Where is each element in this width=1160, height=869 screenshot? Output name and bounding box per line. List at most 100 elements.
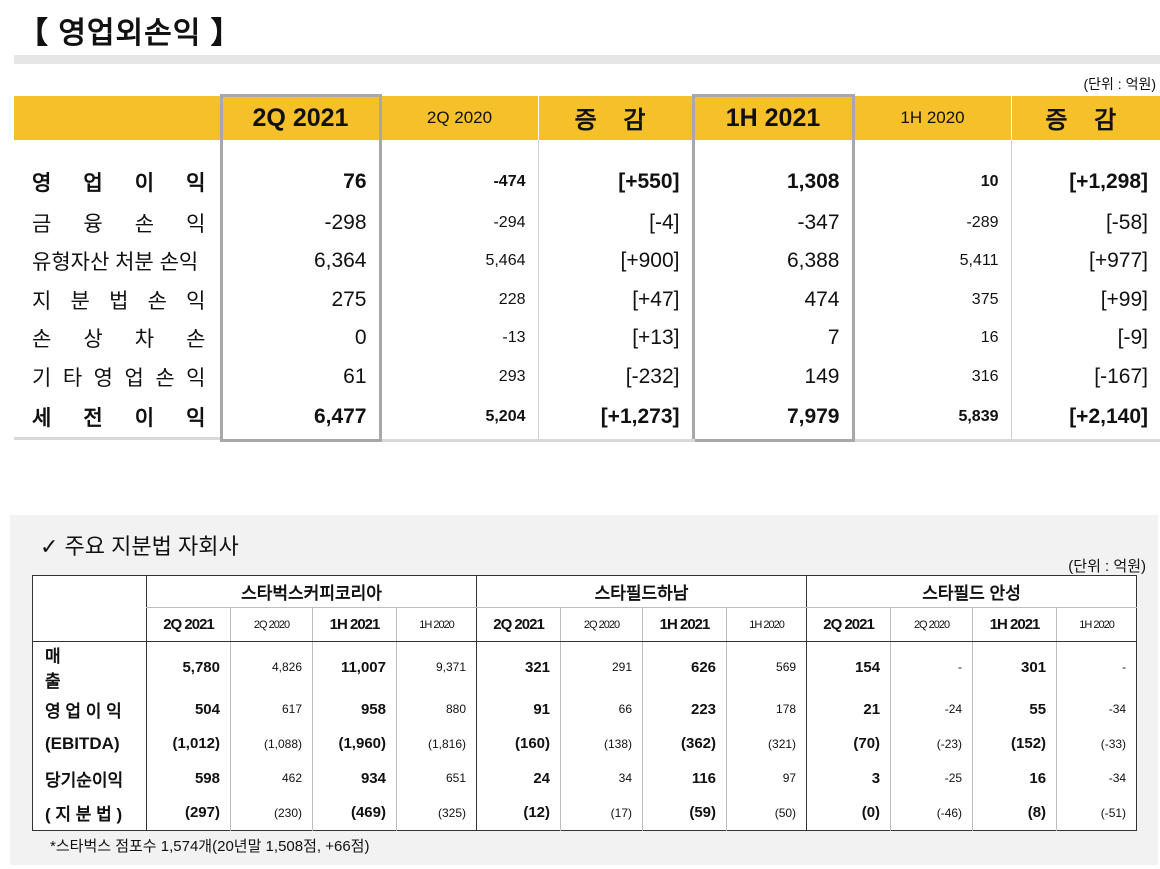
period-header: 1H 2021 (642, 607, 727, 642)
company-starbucks: 스타벅스커피코리아 (145, 575, 477, 608)
equity-subsidiaries-panel: ✓ 주요 지분법 자회사 (단위 : 억원) 스타벅스커피코리아 스타필드하남 … (10, 515, 1158, 865)
period-header: 2Q 2020 (230, 607, 313, 642)
cell-value: 66 (560, 692, 643, 727)
cell-value: 16 (852, 319, 1011, 358)
table-row: 영 업 이 익 76 -474 [+550] 1,308 10 [+1,298] (14, 159, 1160, 204)
cell-value: (17) (560, 795, 643, 831)
cell-value: -289 (852, 203, 1011, 242)
cell-value: [+900] (537, 242, 693, 281)
cell-value: (152) (972, 726, 1057, 762)
cell-value: -294 (379, 203, 538, 242)
cell-value: 462 (230, 761, 313, 796)
cell-value: 21 (806, 692, 891, 727)
cell-value: 321 (476, 641, 561, 692)
row-label-char: 차 (134, 328, 155, 352)
cell-value: (230) (230, 795, 313, 831)
cell-value: 11,007 (312, 641, 397, 692)
period-header: 2Q 2021 (476, 607, 561, 642)
cell-value: 5,839 (852, 396, 1011, 442)
cell-value: 617 (230, 692, 313, 727)
cell-value: -347 (691, 203, 855, 242)
cell-value: 178 (726, 692, 807, 727)
row-label-char: 세 (32, 406, 52, 430)
header-2q2021: 2Q 2021 (219, 94, 382, 140)
row-label-char: 익 (186, 366, 206, 390)
cell-value: (-51) (1056, 795, 1137, 831)
cell-value: 504 (146, 692, 231, 727)
cell-value: - (1056, 641, 1137, 692)
cell-value: (325) (395, 795, 477, 831)
row-label-char: 분 (70, 289, 90, 313)
cell-value: (-46) (890, 795, 973, 831)
cell-value: 149 (691, 357, 855, 396)
cell-value: 154 (806, 641, 891, 692)
cell-value: [+1,273] (537, 396, 693, 442)
company-starfield-hanam: 스타필드하남 (476, 575, 807, 608)
panel-title: ✓ 주요 지분법 자회사 (40, 534, 239, 559)
header-1h2020: 1H 2020 (852, 95, 1011, 140)
cell-value: [-58] (1010, 203, 1160, 242)
row-label: 영 업 이 익 (45, 701, 122, 721)
table-row: 세 전 이 익 6,477 5,204 [+1,273] 7,979 5,839 [+2,140] (14, 396, 1160, 442)
cell-value: [-167] (1010, 357, 1160, 396)
row-label-char: 업 (124, 366, 144, 390)
table-row: 매 출 5,780 4,826 11,007 9,371 321 291 626 569 154-… (33, 641, 1137, 692)
cell-value: 1,308 (691, 159, 855, 204)
panel-unit-label: (단위 : 억원) (1068, 558, 1146, 575)
period-header: 1H 2021 (972, 607, 1057, 642)
cell-value: 0 (219, 319, 382, 358)
cell-value: 291 (560, 641, 643, 692)
cell-value: (321) (726, 726, 807, 762)
cell-value: [+2,140] (1010, 396, 1160, 442)
row-label-char: 융 (83, 212, 103, 236)
cell-value: 228 (379, 280, 538, 319)
cell-value: (50) (726, 795, 807, 831)
row-label-char: 기 (32, 366, 52, 390)
cell-value: (0) (806, 795, 891, 831)
cell-value: [+47] (537, 280, 693, 319)
cell-value: 3 (806, 761, 891, 796)
cell-value: 5,411 (852, 242, 1011, 281)
cell-value: [+550] (537, 159, 693, 204)
cell-value: (362) (642, 726, 727, 762)
cell-value: 7,979 (691, 396, 855, 442)
cell-value: 569 (726, 641, 807, 692)
header-1h2021: 1H 2021 (691, 94, 855, 140)
cell-value: 598 (146, 761, 231, 796)
cell-value: (70) (806, 726, 891, 762)
footnote: *스타벅스 점포수 1,574개(20년말 1,508점, +66점) (50, 838, 370, 855)
row-label-char: 손 (32, 328, 52, 352)
row-label-char: 지 (32, 289, 52, 313)
cell-value: 958 (312, 692, 397, 727)
cell-value: 91 (476, 692, 561, 727)
row-label: 당기순이익 (45, 770, 124, 790)
period-header: 2Q 2021 (146, 607, 231, 642)
cell-value: 651 (395, 761, 477, 796)
cell-value: 375 (852, 280, 1011, 319)
cell-value: (-23) (890, 726, 973, 762)
cell-value: (1,088) (230, 726, 313, 762)
cell-value: [+1,298] (1010, 159, 1160, 204)
table-row: 금 융 손 익 -298 -294 [-4] -347 -289 [-58] (14, 203, 1160, 243)
header-change-h: 증 감 (1010, 95, 1160, 140)
cell-value: (160) (476, 726, 561, 762)
cell-value: 293 (379, 357, 538, 396)
period-header: 1H 2020 (1056, 607, 1137, 642)
cell-value: 24 (476, 761, 561, 796)
row-label-char: 손 (147, 289, 167, 313)
row-label-char: 익 (186, 406, 206, 430)
period-header: 2Q 2020 (890, 607, 973, 642)
cell-value: 626 (642, 641, 727, 692)
cell-value: [+99] (1010, 280, 1160, 319)
cell-value: - (890, 641, 973, 692)
cell-value: 6,364 (219, 242, 382, 281)
cell-value: 10 (852, 159, 1011, 204)
cell-value: 223 (642, 692, 727, 727)
cell-value: (297) (146, 795, 231, 831)
period-header: 1H 2020 (726, 607, 807, 642)
